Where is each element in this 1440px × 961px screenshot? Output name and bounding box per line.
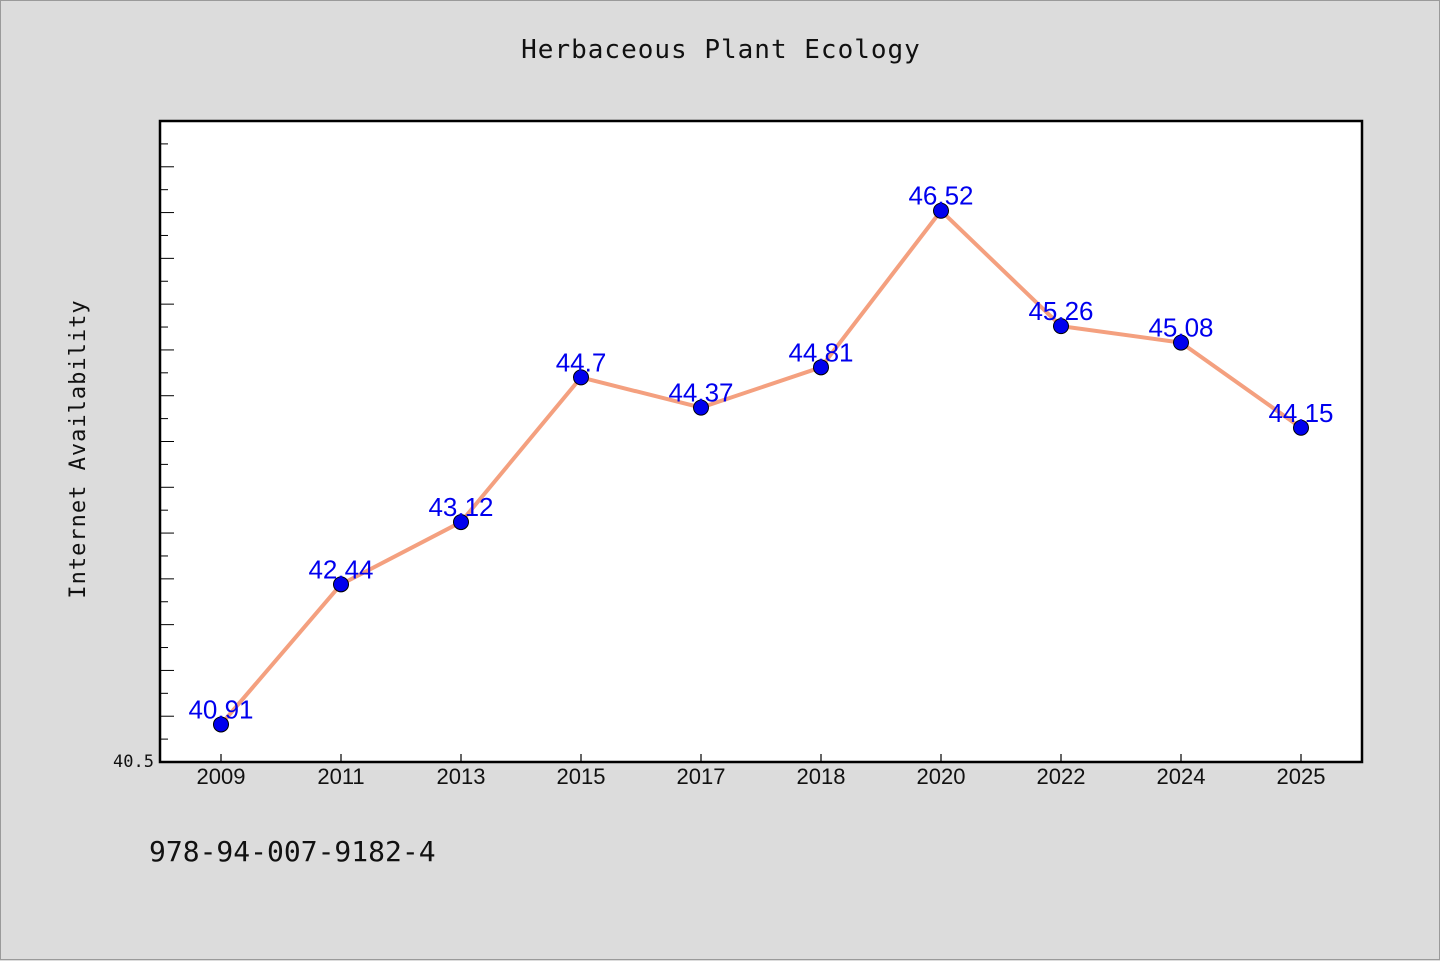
data-label: 44.7 (556, 347, 607, 377)
data-label: 42.44 (308, 554, 373, 584)
chart-title: Herbaceous Plant Ecology (521, 35, 921, 65)
data-label: 43.12 (428, 492, 493, 522)
x-tick-label: 2020 (917, 764, 966, 789)
data-label: 40.91 (188, 694, 253, 724)
x-tick-label: 2018 (797, 764, 846, 789)
data-label: 45.26 (1028, 296, 1093, 326)
x-tick-label: 2025 (1277, 764, 1326, 789)
plot-area (158, 119, 1364, 764)
data-label: 44.15 (1268, 398, 1333, 428)
series-line (219, 208, 1303, 726)
x-tick-label: 2009 (197, 764, 246, 789)
data-point (453, 514, 469, 531)
x-axis-ticks: 2009 2011 2013 2015 2017 2018 2020 2022 2024 2025 (197, 754, 1326, 789)
data-label: 44.37 (668, 378, 733, 408)
x-tick-label: 2017 (677, 764, 726, 789)
data-point (933, 202, 949, 219)
data-point (213, 716, 229, 733)
data-point (573, 369, 589, 386)
series-layer: 40.91 42.44 43.12 44.7 44.37 44.81 46.52 45.26 4… (188, 181, 1334, 733)
x-tick-label: 2011 (317, 764, 364, 789)
data-point (1053, 318, 1069, 335)
data-point (693, 399, 709, 416)
x-tick-label: 2015 (557, 764, 606, 789)
footer-code: 978-94-007-9182-4 (149, 835, 436, 868)
y-axis-label: Internet Availability (66, 299, 91, 598)
x-tick-label: 2022 (1037, 764, 1086, 789)
x-tick-label: 2024 (1157, 764, 1206, 789)
y-tick-label: 40.5 (113, 752, 154, 772)
data-point (813, 359, 829, 376)
data-point (1173, 334, 1189, 351)
data-label: 44.81 (788, 337, 853, 367)
data-point (333, 576, 349, 593)
y-axis-minor-ticks (160, 143, 174, 763)
x-tick-label: 2013 (437, 764, 486, 789)
data-label: 45.08 (1148, 313, 1213, 343)
data-label: 46.52 (908, 181, 973, 211)
data-point (1293, 419, 1309, 436)
